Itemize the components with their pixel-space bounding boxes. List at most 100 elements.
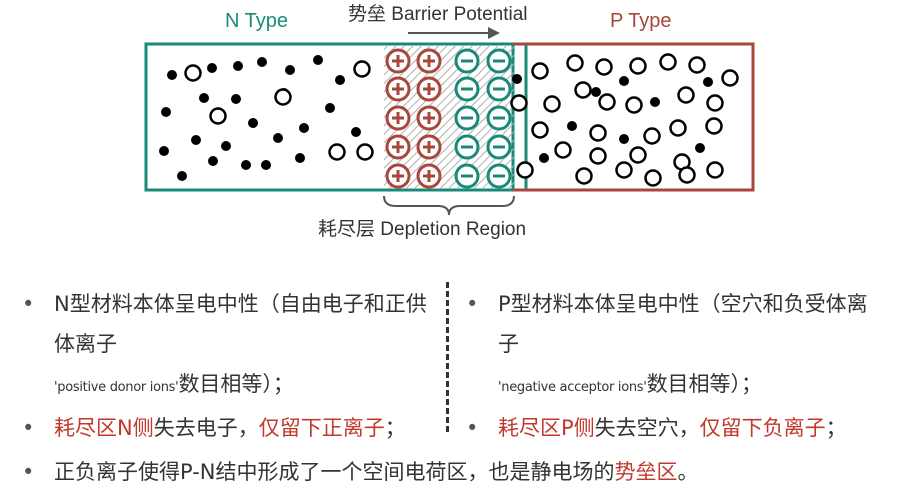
electron	[539, 153, 549, 163]
electron	[167, 70, 177, 80]
electron	[208, 156, 218, 166]
hole	[574, 81, 592, 99]
list-item: • N型材料本体呈电中性（自由电子和正供体离子 'positive donor i…	[22, 284, 442, 408]
bullet-icon: •	[22, 460, 35, 484]
electron	[221, 141, 231, 151]
p-side-red2: 仅留下负离子	[699, 416, 826, 440]
list-item: • 耗尽区P侧失去空穴，仅留下负离子；	[466, 408, 886, 448]
positive-ion	[385, 48, 411, 74]
electron	[619, 76, 629, 86]
hole	[629, 146, 647, 164]
n-neutral-text: N型材料本体呈电中性（自由电子和正供体离子	[54, 292, 427, 356]
summary-text: 正负离子使得P-N结中形成了一个空间电荷区，也是静电场的	[54, 460, 615, 484]
summary-item: • 正负离子使得P-N结中形成了一个空间电荷区，也是静电场的势垒区。	[22, 452, 892, 492]
hole	[643, 127, 661, 145]
electron	[231, 94, 241, 104]
electron	[695, 143, 705, 153]
hole	[706, 161, 724, 179]
negative-ion	[486, 76, 512, 102]
n-neutral-end: 数目相等）；	[178, 372, 294, 396]
negative-ion	[454, 163, 480, 189]
hole	[678, 166, 696, 184]
p-type-label: P Type	[610, 10, 672, 32]
n-side-red: 耗尽区N侧	[54, 416, 154, 440]
electron	[619, 134, 629, 144]
hole	[615, 161, 633, 179]
n-side-notes: • N型材料本体呈电中性（自由电子和正供体离子 'positive donor i…	[22, 284, 442, 448]
hole	[566, 54, 584, 72]
negative-ion	[486, 134, 512, 160]
p-side-red: 耗尽区P侧	[498, 416, 595, 440]
electron	[285, 65, 295, 75]
hole	[595, 58, 613, 76]
electron	[313, 55, 323, 65]
hole	[531, 62, 549, 80]
n-side-end: ；	[384, 416, 406, 440]
electron	[241, 160, 251, 170]
depletion-label: 耗尽层 Depletion Region	[318, 218, 526, 240]
arrow-head-icon	[488, 27, 500, 39]
positive-ion	[385, 134, 411, 160]
negative-ion	[454, 76, 480, 102]
negative-ion	[486, 48, 512, 74]
hole	[598, 93, 616, 111]
hole	[274, 88, 292, 106]
electron	[567, 121, 577, 131]
hole	[706, 94, 724, 112]
electron	[299, 123, 309, 133]
electron	[233, 61, 243, 71]
electron	[161, 107, 171, 117]
hole	[510, 94, 528, 112]
electron	[325, 103, 335, 113]
p-side-end: ；	[825, 416, 847, 440]
positive-ion	[385, 163, 411, 189]
n-ions-term: 'positive donor ions'	[54, 380, 179, 395]
n-side-red2: 仅留下正离子	[258, 416, 385, 440]
positive-ion	[385, 105, 411, 131]
electron	[261, 160, 271, 170]
electron	[177, 171, 187, 181]
positive-ion	[416, 105, 442, 131]
electron	[703, 77, 713, 87]
hole	[516, 161, 534, 179]
bullet-icon: •	[22, 292, 35, 316]
electron	[591, 87, 601, 97]
positive-ion	[385, 76, 411, 102]
n-side-mid: 失去电子，	[153, 416, 259, 440]
negative-ion	[486, 163, 512, 189]
pn-junction-diagram: N Type P Type 势垒 Barrier Potential 耗尽层 D…	[144, 3, 755, 240]
positive-ion	[416, 48, 442, 74]
negative-ion	[486, 105, 512, 131]
hole	[353, 60, 371, 78]
electron	[257, 57, 267, 67]
hole	[184, 64, 202, 82]
n-type-label: N Type	[225, 10, 288, 32]
n-region	[144, 42, 528, 192]
hole	[625, 96, 643, 114]
electron	[650, 97, 660, 107]
bullet-icon: •	[466, 416, 479, 440]
electron	[512, 74, 522, 84]
bullet-icon: •	[466, 292, 479, 316]
summary-end: 。	[677, 460, 699, 484]
electron	[207, 63, 217, 73]
hole	[629, 57, 647, 75]
electron	[191, 135, 201, 145]
summary-red: 势垒区	[614, 460, 678, 484]
barrier-label: 势垒 Barrier Potential	[348, 3, 528, 25]
hole	[677, 86, 695, 104]
hole	[531, 121, 549, 139]
electron	[248, 118, 258, 128]
electron	[199, 93, 209, 103]
electron	[273, 133, 283, 143]
hole	[209, 107, 227, 125]
positive-ion	[416, 76, 442, 102]
bullet-icon: •	[22, 416, 35, 440]
p-ions-term: 'negative acceptor ions'	[498, 380, 647, 395]
hole	[328, 143, 346, 161]
hole	[554, 141, 572, 159]
hole	[688, 56, 706, 74]
depletion-brace	[383, 195, 515, 216]
p-side-mid: 失去空穴，	[594, 416, 700, 440]
list-item: • 耗尽区N侧失去电子，仅留下正离子；	[22, 408, 442, 448]
